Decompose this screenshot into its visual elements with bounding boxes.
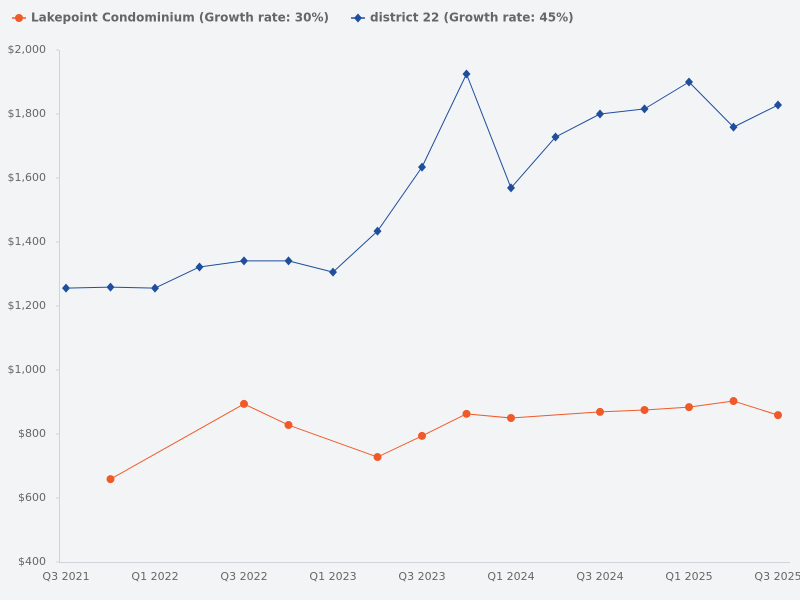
y-tick-label: $2,000 xyxy=(8,43,47,56)
line-segment xyxy=(733,104,779,128)
point xyxy=(329,267,337,277)
line-segment xyxy=(510,411,601,419)
line-segment xyxy=(466,73,512,189)
line-segment xyxy=(421,73,467,168)
x-tick-label: Q3 2024 xyxy=(576,570,623,583)
line-segment xyxy=(243,403,289,426)
legend-marker xyxy=(353,13,362,23)
point xyxy=(596,407,604,416)
y-tick-label: $400 xyxy=(18,555,46,568)
point xyxy=(284,421,293,430)
point xyxy=(106,282,115,292)
point xyxy=(507,414,515,422)
point xyxy=(729,397,738,406)
point xyxy=(507,183,515,193)
point xyxy=(774,411,782,420)
point xyxy=(685,403,693,412)
point xyxy=(729,122,738,132)
line-segment xyxy=(288,260,334,273)
line-segment xyxy=(377,166,423,232)
line-segment xyxy=(688,400,734,408)
point xyxy=(685,77,693,87)
y-tick-label: $600 xyxy=(18,491,46,504)
legend-label: district 22 (Growth rate: 45%) xyxy=(370,11,574,25)
point xyxy=(418,431,426,440)
line-segment xyxy=(110,403,245,480)
line-segment xyxy=(110,286,156,289)
legend-marker xyxy=(15,14,23,22)
point xyxy=(774,100,782,110)
line-segment xyxy=(199,260,245,268)
point xyxy=(284,256,293,266)
point xyxy=(62,283,70,293)
x-tick-label: Q3 2025 xyxy=(754,570,800,583)
line-segment xyxy=(688,81,734,128)
line-segment xyxy=(288,424,378,458)
point xyxy=(418,162,426,172)
line-segment xyxy=(599,409,645,413)
legend-label: Lakepoint Condominium (Growth rate: 30%) xyxy=(31,11,329,25)
point xyxy=(596,109,604,119)
y-tick-label: $1,200 xyxy=(8,299,47,312)
y-tick-label: $1,000 xyxy=(8,363,47,376)
line-segment xyxy=(421,413,467,437)
x-tick-label: Q3 2022 xyxy=(220,570,267,583)
line-segment xyxy=(555,113,601,138)
y-tick-label: $1,400 xyxy=(8,235,47,248)
x-tick-label: Q3 2023 xyxy=(398,570,445,583)
line-segment xyxy=(466,413,512,419)
point xyxy=(195,262,204,272)
point xyxy=(551,132,560,142)
x-tick-label: Q1 2022 xyxy=(131,570,178,583)
line-segment xyxy=(154,266,200,289)
line-segment xyxy=(733,400,779,416)
x-tick-label: Q1 2025 xyxy=(665,570,712,583)
y-tick-label: $1,800 xyxy=(8,107,47,120)
x-tick-label: Q1 2024 xyxy=(487,570,534,583)
point xyxy=(640,406,649,414)
point xyxy=(240,399,248,408)
line-segment xyxy=(332,230,378,273)
line-segment xyxy=(65,286,111,289)
point xyxy=(373,226,382,236)
y-tick-label: $1,600 xyxy=(8,171,47,184)
point xyxy=(640,104,649,114)
point xyxy=(462,69,471,79)
line-segment xyxy=(599,108,645,115)
point xyxy=(151,283,159,293)
point xyxy=(240,256,248,266)
line-segment xyxy=(510,136,556,189)
x-tick-label: Q3 2021 xyxy=(42,570,89,583)
point xyxy=(462,409,471,418)
line-segment xyxy=(644,81,690,110)
line-segment xyxy=(644,406,690,411)
point xyxy=(373,453,382,462)
y-tick-label: $800 xyxy=(18,427,46,440)
point xyxy=(106,475,115,484)
line-segment xyxy=(377,435,423,458)
x-tick-label: Q1 2023 xyxy=(309,570,356,583)
